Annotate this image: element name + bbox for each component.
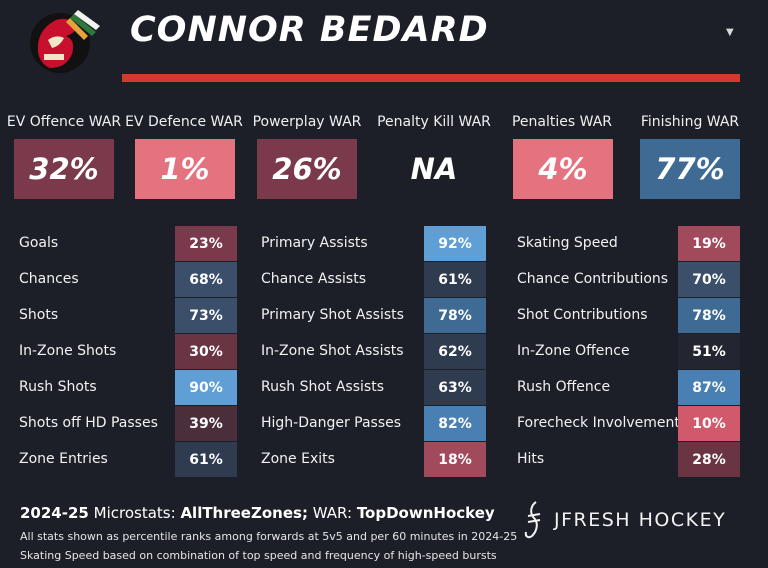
stat-value: 70%: [678, 262, 740, 297]
stat-value: 23%: [175, 226, 237, 261]
stat-label: Chances: [19, 271, 79, 287]
stat-value: 61%: [424, 262, 486, 297]
stat-value: 51%: [678, 334, 740, 369]
stat-label: Rush Offence: [517, 379, 611, 395]
stat-value: 78%: [678, 298, 740, 333]
stat-value: 90%: [175, 370, 237, 405]
war-label: EV Defence WAR: [125, 114, 243, 130]
stat-label: In-Zone Shot Assists: [261, 343, 404, 359]
stat-label: Primary Shot Assists: [261, 307, 404, 323]
stat-value: 68%: [175, 262, 237, 297]
microstats-source: AllThreeZones;: [180, 504, 308, 522]
stat-label: High-Danger Passes: [261, 415, 402, 431]
stat-label: Primary Assists: [261, 235, 368, 251]
stat-label: In-Zone Offence: [517, 343, 630, 359]
stat-label: Goals: [19, 235, 59, 251]
stat-value: 62%: [424, 334, 486, 369]
stat-value: 61%: [175, 442, 237, 477]
stat-label: Skating Speed: [517, 235, 618, 251]
stat-value: 39%: [175, 406, 237, 441]
stat-value: 82%: [424, 406, 486, 441]
stat-label: Forecheck Involvement: [517, 415, 680, 431]
stat-label: Rush Shots: [19, 379, 97, 395]
war-label: Finishing WAR: [640, 114, 740, 130]
stat-value: 28%: [678, 442, 740, 477]
stat-label: Zone Entries: [19, 451, 108, 467]
stat-label: Shots off HD Passes: [19, 415, 158, 431]
footer-note: All stats shown as percentile ranks amon…: [20, 530, 518, 543]
war-value-box: 26%: [257, 139, 357, 199]
stat-label: Chance Contributions: [517, 271, 669, 287]
stat-value: 18%: [424, 442, 486, 477]
war-value-box: 1%: [135, 139, 235, 199]
microstats-label: Microstats:: [93, 504, 176, 522]
brand-name: JFRESH HOCKEY: [554, 509, 727, 531]
stat-value: 63%: [424, 370, 486, 405]
war-source: TopDownHockey: [356, 504, 495, 522]
war-label: EV Offence WAR: [6, 114, 122, 130]
season-label: 2024-25: [20, 504, 89, 522]
stat-value: 92%: [424, 226, 486, 261]
brand: JFRESH HOCKEY: [522, 500, 726, 540]
stat-label: Shot Contributions: [517, 307, 648, 323]
war-value-box: NA: [384, 139, 484, 199]
blackhawks-logo-icon: [30, 10, 100, 73]
footer-title: 2024-25 Microstats: AllThreeZones; WAR: …: [20, 504, 495, 522]
war-label: Penalty Kill WAR: [377, 114, 491, 130]
stat-label: In-Zone Shots: [19, 343, 117, 359]
stat-value: 78%: [424, 298, 486, 333]
stat-value: 87%: [678, 370, 740, 405]
player-name-title: CONNOR BEDARD: [130, 10, 489, 50]
stat-label: Zone Exits: [261, 451, 335, 467]
war-source-label: WAR:: [312, 504, 353, 522]
footer-note: Skating Speed based on combination of to…: [20, 549, 497, 562]
war-label: Powerplay WAR: [252, 114, 362, 130]
stat-label: Hits: [517, 451, 545, 467]
war-value-box: 4%: [513, 139, 613, 199]
stat-value: 19%: [678, 226, 740, 261]
stat-value: 30%: [175, 334, 237, 369]
stat-value: 10%: [678, 406, 740, 441]
stat-value: 73%: [175, 298, 237, 333]
stat-label: Chance Assists: [261, 271, 366, 287]
accent-divider: [122, 74, 740, 82]
stat-label: Shots: [19, 307, 59, 323]
jfresh-logo-icon: [524, 501, 541, 539]
chevron-down-icon[interactable]: ▼: [726, 27, 734, 38]
stat-label: Rush Shot Assists: [261, 379, 384, 395]
war-label: Penalties WAR: [511, 114, 613, 130]
war-value-box: 32%: [14, 139, 114, 199]
war-value-box: 77%: [640, 139, 740, 199]
